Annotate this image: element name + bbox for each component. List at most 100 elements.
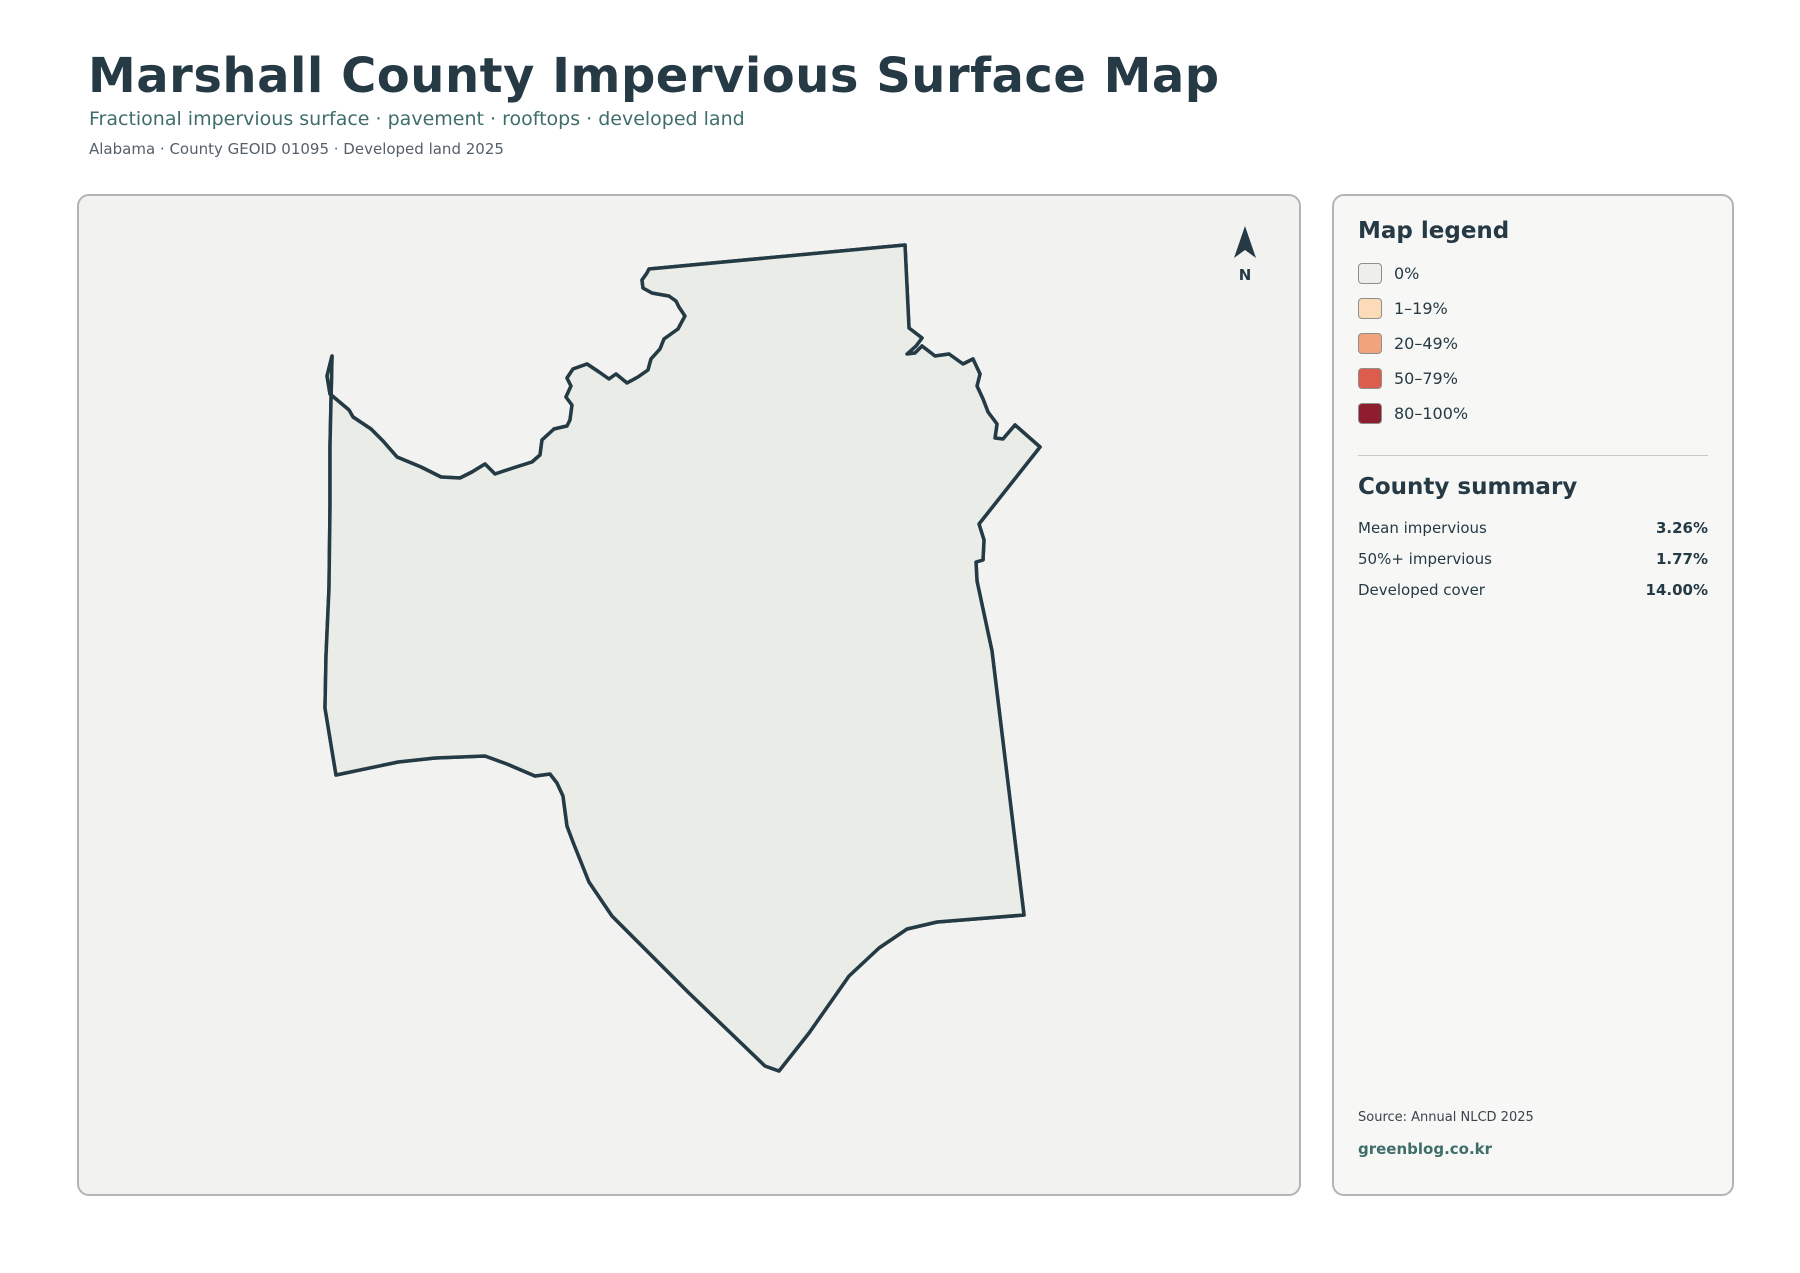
impervious-pixel: [405, 281, 407, 284]
impervious-pixel: [1013, 564, 1016, 568]
impervious-pixel: [1028, 913, 1030, 915]
summary-list: Mean impervious 3.26% 50%+ impervious 1.…: [1358, 512, 1708, 605]
impervious-pixel: [1015, 313, 1018, 316]
impervious-pixel: [916, 965, 919, 968]
page-subtitle: Fractional impervious surface · pavement…: [89, 108, 745, 130]
legend-swatch: [1358, 263, 1382, 284]
legend-item: 0%: [1358, 256, 1708, 291]
legend-title: Map legend: [1358, 218, 1510, 244]
impervious-pixel: [1030, 950, 1032, 952]
impervious-pixel: [642, 359, 645, 362]
impervious-pixel: [484, 387, 487, 391]
impervious-pixel: [581, 980, 584, 983]
impervious-pixel: [492, 774, 495, 777]
impervious-pixel: [336, 811, 338, 813]
impervious-pixel: [396, 248, 399, 251]
impervious-pixel: [406, 276, 409, 279]
impervious-pixel: [505, 957, 509, 961]
impervious-pixel: [479, 1039, 481, 1042]
impervious-pixel: [519, 1038, 521, 1040]
impervious-pixel: [974, 1063, 977, 1066]
impervious-pixel: [452, 270, 455, 273]
impervious-pixel: [994, 523, 996, 525]
impervious-pixel: [614, 999, 618, 1003]
impervious-pixel: [385, 335, 388, 338]
impervious-pixel: [374, 863, 377, 867]
impervious-pixel: [538, 877, 541, 880]
town-pixel: [319, 536, 323, 540]
impervious-pixel: [929, 988, 931, 990]
impervious-pixel: [333, 384, 335, 386]
impervious-pixel: [486, 259, 488, 261]
impervious-pixel: [987, 383, 990, 386]
impervious-pixel: [495, 451, 498, 453]
impervious-pixel: [619, 309, 622, 312]
impervious-pixel: [514, 270, 517, 273]
impervious-pixel: [879, 971, 882, 973]
impervious-pixel: [399, 943, 402, 945]
impervious-pixel: [685, 1044, 688, 1048]
impervious-pixel: [473, 896, 477, 900]
impervious-pixel: [409, 388, 412, 390]
impervious-pixel: [497, 346, 501, 349]
impervious-pixel: [748, 247, 750, 250]
impervious-pixel: [987, 1070, 990, 1071]
town-pixel: [320, 547, 324, 551]
impervious-pixel: [435, 812, 438, 816]
impervious-pixel: [993, 1058, 997, 1061]
impervious-pixel: [522, 864, 525, 866]
impervious-pixel: [418, 289, 420, 291]
impervious-pixel: [582, 1021, 586, 1025]
legend-list: 0% 1–19% 20–49% 50–79% 80–100%: [1358, 256, 1708, 431]
impervious-pixel: [956, 960, 960, 964]
impervious-pixel: [561, 1033, 564, 1036]
impervious-pixel: [376, 773, 379, 776]
impervious-pixel: [1015, 487, 1019, 491]
impervious-pixel: [656, 971, 659, 973]
brand-link[interactable]: greenblog.co.kr: [1358, 1140, 1493, 1158]
impervious-pixel: [890, 1022, 892, 1024]
impervious-pixel: [466, 252, 468, 254]
town-pixel: [325, 534, 327, 538]
impervious-pixel: [386, 945, 389, 947]
north-arrow: N: [1225, 224, 1265, 284]
impervious-pixel: [1029, 797, 1032, 800]
impervious-pixel: [505, 801, 507, 804]
county-map[interactable]: [79, 196, 1301, 1196]
impervious-pixel: [332, 1047, 336, 1051]
impervious-pixel: [973, 1026, 975, 1029]
impervious-pixel: [525, 797, 527, 799]
impervious-pixel: [329, 1010, 331, 1012]
impervious-pixel: [434, 775, 436, 777]
summary-label: 50%+ impervious: [1358, 549, 1492, 568]
impervious-pixel: [386, 884, 389, 887]
impervious-pixel: [493, 903, 497, 907]
impervious-pixel: [344, 850, 348, 854]
impervious-pixel: [489, 765, 492, 767]
impervious-pixel: [363, 967, 366, 970]
impervious-pixel: [968, 298, 972, 302]
town-pixel: [315, 541, 318, 544]
town-pixel: [319, 551, 321, 553]
impervious-pixel: [348, 296, 351, 300]
summary-value: 1.77%: [1655, 549, 1708, 568]
impervious-pixel: [382, 247, 386, 250]
north-label: N: [1238, 266, 1252, 284]
impervious-pixel: [1034, 873, 1037, 876]
town-pixel: [322, 546, 324, 548]
impervious-pixel: [375, 299, 379, 303]
map-panel[interactable]: [77, 194, 1301, 1196]
summary-title: County summary: [1358, 474, 1578, 500]
impervious-pixel: [392, 433, 395, 437]
impervious-pixel: [502, 449, 506, 453]
impervious-pixel: [450, 310, 452, 313]
impervious-pixel: [647, 264, 649, 267]
town-pixel: [325, 528, 326, 534]
impervious-pixel: [978, 328, 981, 331]
impervious-pixel: [473, 341, 477, 345]
impervious-pixel: [431, 999, 434, 1001]
impervious-pixel: [952, 950, 955, 953]
impervious-pixel: [1006, 292, 1009, 295]
impervious-pixel: [547, 291, 551, 295]
town-pixel: [316, 540, 321, 545]
